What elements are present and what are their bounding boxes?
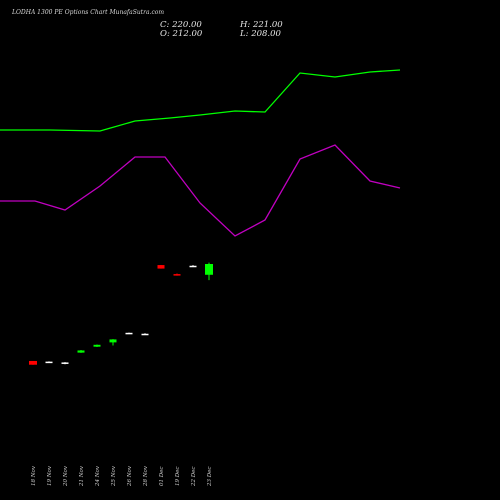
x-tick-label: 21 Nov — [79, 465, 85, 487]
high-value: H: 221.00 — [240, 20, 283, 30]
x-tick-label: 20 Nov — [63, 465, 69, 487]
candle-body — [61, 362, 69, 364]
x-tick-label: 25 Nov — [111, 465, 117, 487]
x-tick-label: 28 Nov — [143, 465, 149, 487]
lower-band-line — [0, 144, 401, 237]
candle-body — [157, 265, 165, 269]
open-value: O: 212.00 — [160, 29, 203, 39]
candle-body — [205, 264, 213, 275]
upper-band-line — [0, 69, 401, 132]
candle-body — [29, 360, 37, 365]
x-tick-label: 24 Nov — [95, 465, 101, 487]
candle-body — [173, 274, 181, 276]
x-tick-label: 23 Dec — [207, 467, 213, 488]
candle-body — [45, 361, 53, 364]
x-axis-ticks: 18 Nov 19 Nov 20 Nov 21 Nov 24 Nov 25 Nov 26 N… — [31, 465, 213, 487]
x-tick-label: 26 Nov — [127, 465, 133, 487]
close-value: C: 220.00 — [160, 20, 202, 30]
lower-band-line-group — [0, 144, 401, 237]
low-value: L: 208.00 — [240, 29, 281, 39]
candle-body — [77, 350, 85, 353]
chart-title: LODHA 1300 PE Options Chart MunafaSutra.… — [12, 9, 165, 16]
candle-body — [93, 344, 101, 347]
candle-body — [189, 265, 197, 268]
x-tick-label: 19 Nov — [47, 465, 53, 486]
x-tick-label: 19 Dec — [175, 467, 181, 487]
x-tick-label: 01 Dec — [159, 467, 165, 487]
candle-body — [109, 339, 117, 343]
x-tick-label: 22 Dec — [191, 467, 197, 488]
x-tick-label: 18 Nov — [31, 465, 37, 486]
upper-band-line-group — [0, 69, 401, 132]
candles-group — [29, 262, 213, 365]
candle-body — [125, 332, 133, 335]
candle-body — [141, 333, 149, 336]
